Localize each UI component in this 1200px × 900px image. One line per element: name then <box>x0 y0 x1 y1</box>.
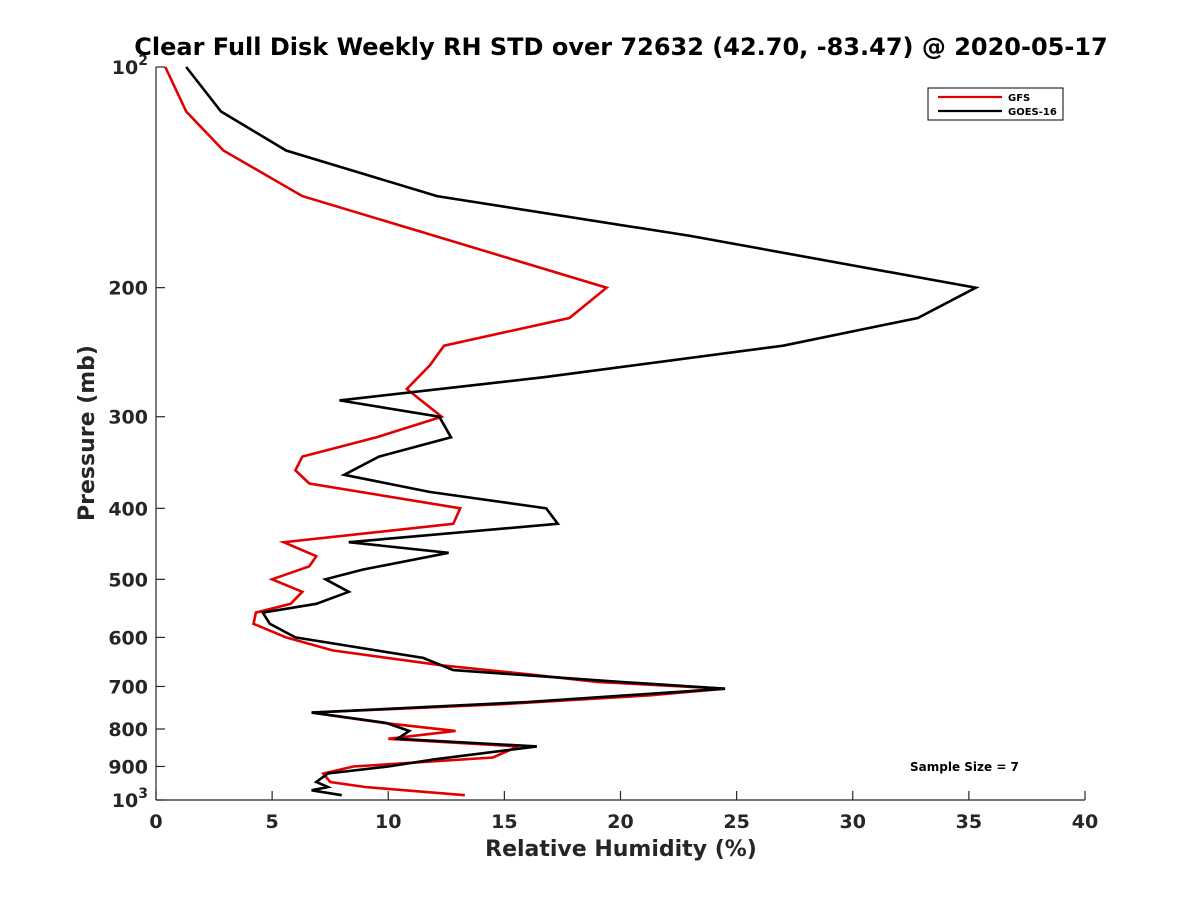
plot-area <box>164 66 980 797</box>
x-tick-label: 0 <box>149 811 162 833</box>
x-tick-label: 40 <box>1072 811 1098 833</box>
x-tick-label: 5 <box>266 811 279 833</box>
x-tick-label: 35 <box>956 811 982 833</box>
y-tick-label: 900 <box>108 756 148 778</box>
y-tick-label: 103 <box>112 786 148 812</box>
series-line-goes-16 <box>185 66 980 797</box>
legend-label-gfs: GFS <box>1008 93 1030 104</box>
y-tick-label: 700 <box>108 676 148 698</box>
y-tick-label: 300 <box>108 407 148 429</box>
x-tick-label: 10 <box>375 811 401 833</box>
y-tick-label: 600 <box>108 627 148 649</box>
x-tick-label: 25 <box>723 811 749 833</box>
x-tick-label: 30 <box>840 811 866 833</box>
chart-title: Clear Full Disk Weekly RH STD over 72632… <box>134 33 1107 61</box>
y-ticks: 102 200 300 400 500 600 700 800 900 103 <box>108 53 165 812</box>
x-axis-label: Relative Humidity (%) <box>485 837 757 862</box>
y-axis-label: Pressure (mb) <box>75 345 100 521</box>
y-tick-label: 102 <box>112 53 148 79</box>
x-tick-label: 15 <box>491 811 517 833</box>
y-tick-label: 400 <box>108 498 148 520</box>
y-tick-label: 800 <box>108 719 148 741</box>
legend-label-goes-16: GOES-16 <box>1008 107 1057 118</box>
x-tick-label: 20 <box>607 811 633 833</box>
y-tick-label: 500 <box>108 569 148 591</box>
y-tick-label: 200 <box>108 278 148 300</box>
x-ticks: 0 5 10 15 20 25 30 35 40 <box>149 791 1098 833</box>
sample-size-annotation: Sample Size = 7 <box>910 760 1019 774</box>
legend-box <box>927 87 1064 121</box>
legend: GFS GOES-16 <box>927 87 1064 121</box>
